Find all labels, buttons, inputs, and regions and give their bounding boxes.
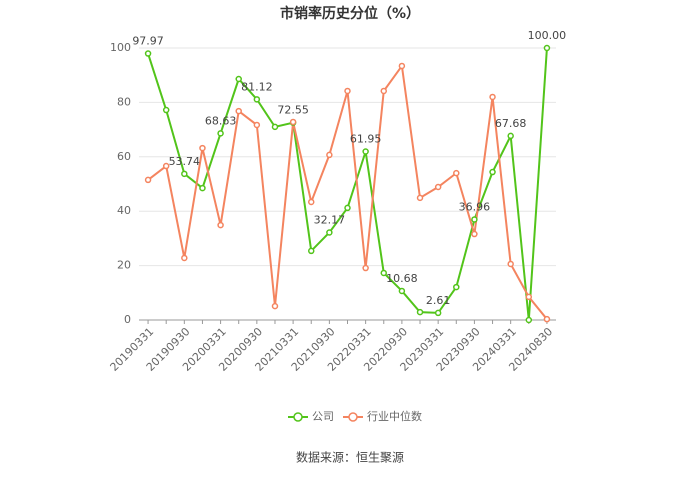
data-label: 68.63: [205, 114, 237, 127]
point: [326, 229, 333, 236]
data-label: 36.96: [459, 200, 491, 213]
data-label: 100.00: [528, 29, 567, 42]
point: [489, 168, 496, 176]
point: [362, 264, 369, 272]
y-tick-label: 80: [117, 95, 131, 108]
point: [326, 151, 333, 159]
point: [543, 315, 551, 323]
legend-label: 行业中位数: [367, 409, 422, 423]
point: [416, 194, 424, 202]
y-tick-label: 100: [110, 41, 131, 54]
data-label: 97.97: [132, 35, 164, 48]
point: [507, 260, 514, 268]
point: [162, 106, 170, 114]
legend-marker: [293, 412, 303, 422]
point: [471, 230, 478, 238]
point: [344, 204, 351, 212]
point: [453, 169, 460, 177]
point: [217, 130, 224, 137]
data-label: 2.61: [426, 294, 451, 307]
point: [289, 118, 297, 126]
point: [489, 93, 496, 101]
point: [144, 176, 152, 184]
point: [380, 269, 388, 277]
legend-label: 公司: [312, 410, 334, 423]
point: [181, 254, 188, 262]
data-label: 72.55: [277, 104, 309, 117]
point: [271, 302, 279, 310]
point: [144, 50, 152, 57]
data-label: 61.95: [350, 132, 382, 145]
point: [162, 162, 170, 170]
data-label: 32.17: [314, 213, 346, 226]
y-tick-label: 40: [117, 204, 131, 217]
point: [525, 316, 533, 324]
point: [398, 62, 406, 70]
legend-marker: [348, 412, 358, 422]
point: [453, 283, 460, 291]
point: [307, 198, 315, 206]
point: [344, 87, 351, 95]
point: [235, 75, 242, 83]
y-tick-label: 60: [117, 150, 131, 163]
point: [471, 216, 478, 223]
point: [416, 308, 424, 316]
data-label: 67.68: [495, 117, 527, 130]
point: [217, 221, 224, 229]
data-label: 81.12: [241, 80, 273, 93]
source: 数据来源：恒生聚源: [296, 450, 404, 465]
point: [199, 144, 206, 152]
point: [253, 96, 261, 103]
point: [398, 287, 406, 295]
point: [271, 123, 279, 131]
data-label: 53.74: [169, 155, 201, 168]
y-tick-label: 20: [117, 259, 131, 272]
point: [434, 309, 442, 317]
point: [362, 148, 369, 155]
series-line: [147, 63, 548, 320]
point: [543, 44, 551, 52]
chart-title: 市销率历史分位（%）: [280, 5, 420, 22]
point: [199, 184, 206, 192]
point: [181, 170, 188, 178]
point: [507, 132, 514, 140]
point: [307, 247, 315, 255]
y-tick-label: 0: [124, 313, 131, 326]
point: [253, 121, 261, 129]
point: [434, 183, 442, 191]
point: [525, 293, 533, 301]
point: [235, 107, 242, 115]
point: [380, 87, 388, 95]
data-label: 10.68: [386, 272, 418, 285]
